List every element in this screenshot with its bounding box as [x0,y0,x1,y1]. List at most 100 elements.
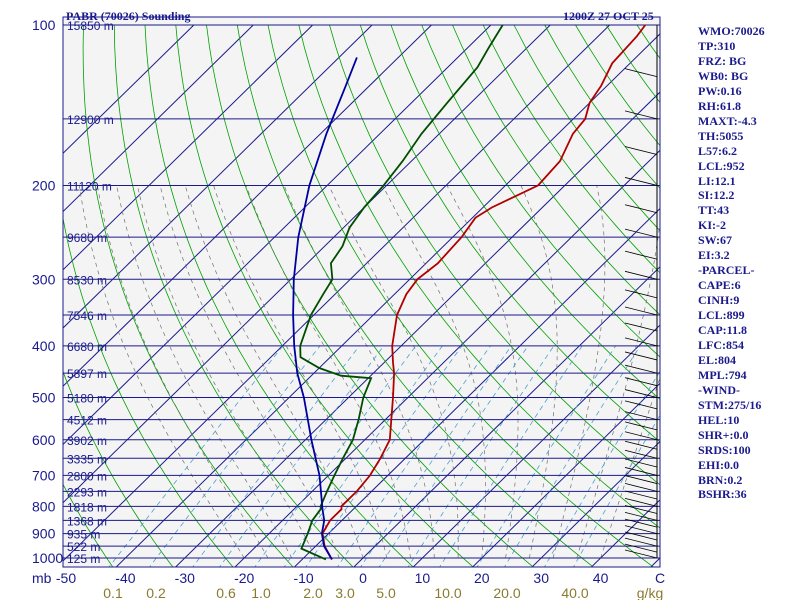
mixing-ratio-line [476,345,616,567]
wind-barb [624,475,658,484]
stability-index: PW:0.16 [698,83,742,98]
dry-adiabat-line [63,370,174,567]
temperature-tick-label: 0 [359,570,367,586]
height-label: 125 m [67,552,100,566]
moist-adiabat-line [382,185,486,559]
stability-index: CINH:9 [698,293,740,308]
wind-barbs [624,25,658,559]
wind-barb [624,364,658,374]
isobars [62,16,661,568]
sounding-traces [292,24,647,561]
mixing-ratio-label: 1.0 [251,585,271,600]
pressure-tick-label: 1000 [32,550,63,566]
wind-barb [624,537,658,547]
dry-adiabat-line [421,24,660,358]
height-label: 935 m [67,528,100,542]
isotherm-line [63,24,373,329]
isotherm-line [63,24,492,446]
height-label: 3335 m [67,452,107,466]
dry-adiabat-line [175,24,474,567]
wind-barb [624,204,658,214]
wind-barb [624,228,658,238]
mixing-ratio-line [192,345,360,567]
mixing-ratio-label: 10.0 [434,585,461,600]
temperature-tick-label: 20 [474,570,490,586]
mixing-ratio-label: 2.0 [303,585,323,600]
stability-index: FRZ: BG [698,53,747,68]
wind-barb [624,421,658,431]
valid-time: 1200Z 27 OCT 25 [563,9,654,23]
pressure-tick-label: 600 [32,432,56,448]
mixing-ratio-label: 3.0 [335,585,355,600]
mixing-ratio-line [360,345,512,567]
temperature-tick-label: 40 [593,570,609,586]
stability-index: LI:12.1 [698,173,736,188]
wind-barb [624,289,658,299]
mixing-ratio-line [305,345,463,567]
temperature-tick-label: 10 [415,570,431,586]
pressure-tick-label: 700 [32,467,56,483]
isotherm-line [471,382,660,567]
height-label: 2293 m [67,485,107,499]
dry-adiabat-line [452,24,660,316]
isotherm-line [531,440,660,567]
wind-barb [624,411,658,421]
stability-index: WB0: BG [698,68,749,83]
pressure-tick-label: 900 [32,526,56,542]
stability-index: CAPE:6 [698,278,741,293]
height-label: 5180 m [67,392,107,406]
stability-index: EL:804 [698,352,737,367]
mixing-ratio-line [504,345,641,567]
wind-barb [624,543,658,553]
mixing-ratio-label: g/kg [637,585,663,600]
temperature-tick-label: -50 [56,570,76,586]
temperature-tick-label: -40 [115,570,135,586]
dewpoint-trace [299,24,504,561]
height-label: 6680 m [67,340,107,354]
stability-index: L57:6.2 [698,143,737,158]
wind-barb [624,549,658,559]
stability-index: -WIND- [698,382,740,397]
isotherm-line [234,149,660,567]
height-label: 1818 m [67,500,107,514]
height-label: 522 m [67,540,100,554]
isotherm-line [412,324,660,567]
mixing-ratio-line [378,345,529,567]
wind-barb [624,270,658,280]
wind-barb [624,400,658,410]
stability-index: LCL:899 [698,308,745,323]
wind-barb [624,467,658,476]
pressure-tick-label: 100 [32,17,56,33]
mixing-ratio-line [407,345,555,567]
wind-barb [624,110,658,120]
parcel-trace [292,57,358,560]
wind-barb [624,531,658,541]
stability-index: TP:310 [698,38,736,53]
moist-adiabat-line [446,185,519,559]
mixing-ratio-line [573,414,660,567]
wind-barb [624,505,658,514]
stability-index: LCL:952 [698,158,745,173]
stability-index: STM:275/16 [698,397,762,412]
mixing-ratio-label: 20.0 [493,585,520,600]
stability-index: EHI:0.0 [698,457,740,472]
height-label: 1368 m [67,514,107,528]
wind-barb [624,250,658,260]
isotherm-line [293,207,660,567]
dry-adiabat-line [760,25,800,569]
temperature-tick-label: -20 [234,570,254,586]
height-label: 15850 m [67,19,114,33]
mixing-ratio-label: 5.0 [376,585,396,600]
pressure-tick-label: 800 [32,498,56,514]
station-title: PABR (70026) Sounding [66,9,191,23]
wind-barb [624,440,658,450]
dry-adiabat-line [267,24,655,567]
wind-barb [624,490,658,500]
wind-barb [624,322,658,332]
height-label: 7546 m [67,309,107,323]
dry-adiabat-line [63,483,114,567]
isotherm-line [115,33,660,567]
moist-adiabat-line [213,185,388,559]
mixing-ratio-line [254,345,417,567]
